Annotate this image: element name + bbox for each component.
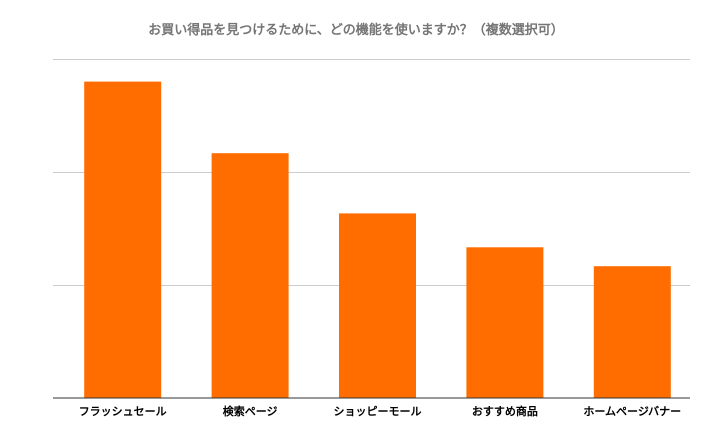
- category-label-2: ショッピーモール: [334, 405, 422, 418]
- category-label-4: ホームページバナー: [583, 405, 681, 418]
- chart-title: お買い得品を見つけるために、どの機能を使いますか？（複数選択可）: [148, 22, 564, 38]
- category-labels: フラッシュセール 検索ページ ショッピーモール おすすめ商品 ホームページバナー: [79, 404, 681, 418]
- bar-4: [593, 266, 671, 398]
- category-label-1: 検索ページ: [223, 404, 278, 418]
- bar-3: [466, 247, 544, 398]
- bar-0: [84, 81, 162, 398]
- bar-2: [339, 213, 416, 398]
- bars: [84, 81, 671, 398]
- category-label-0: フラッシュセール: [79, 405, 167, 418]
- category-label-3: おすすめ商品: [472, 404, 538, 418]
- bar-1: [211, 153, 289, 398]
